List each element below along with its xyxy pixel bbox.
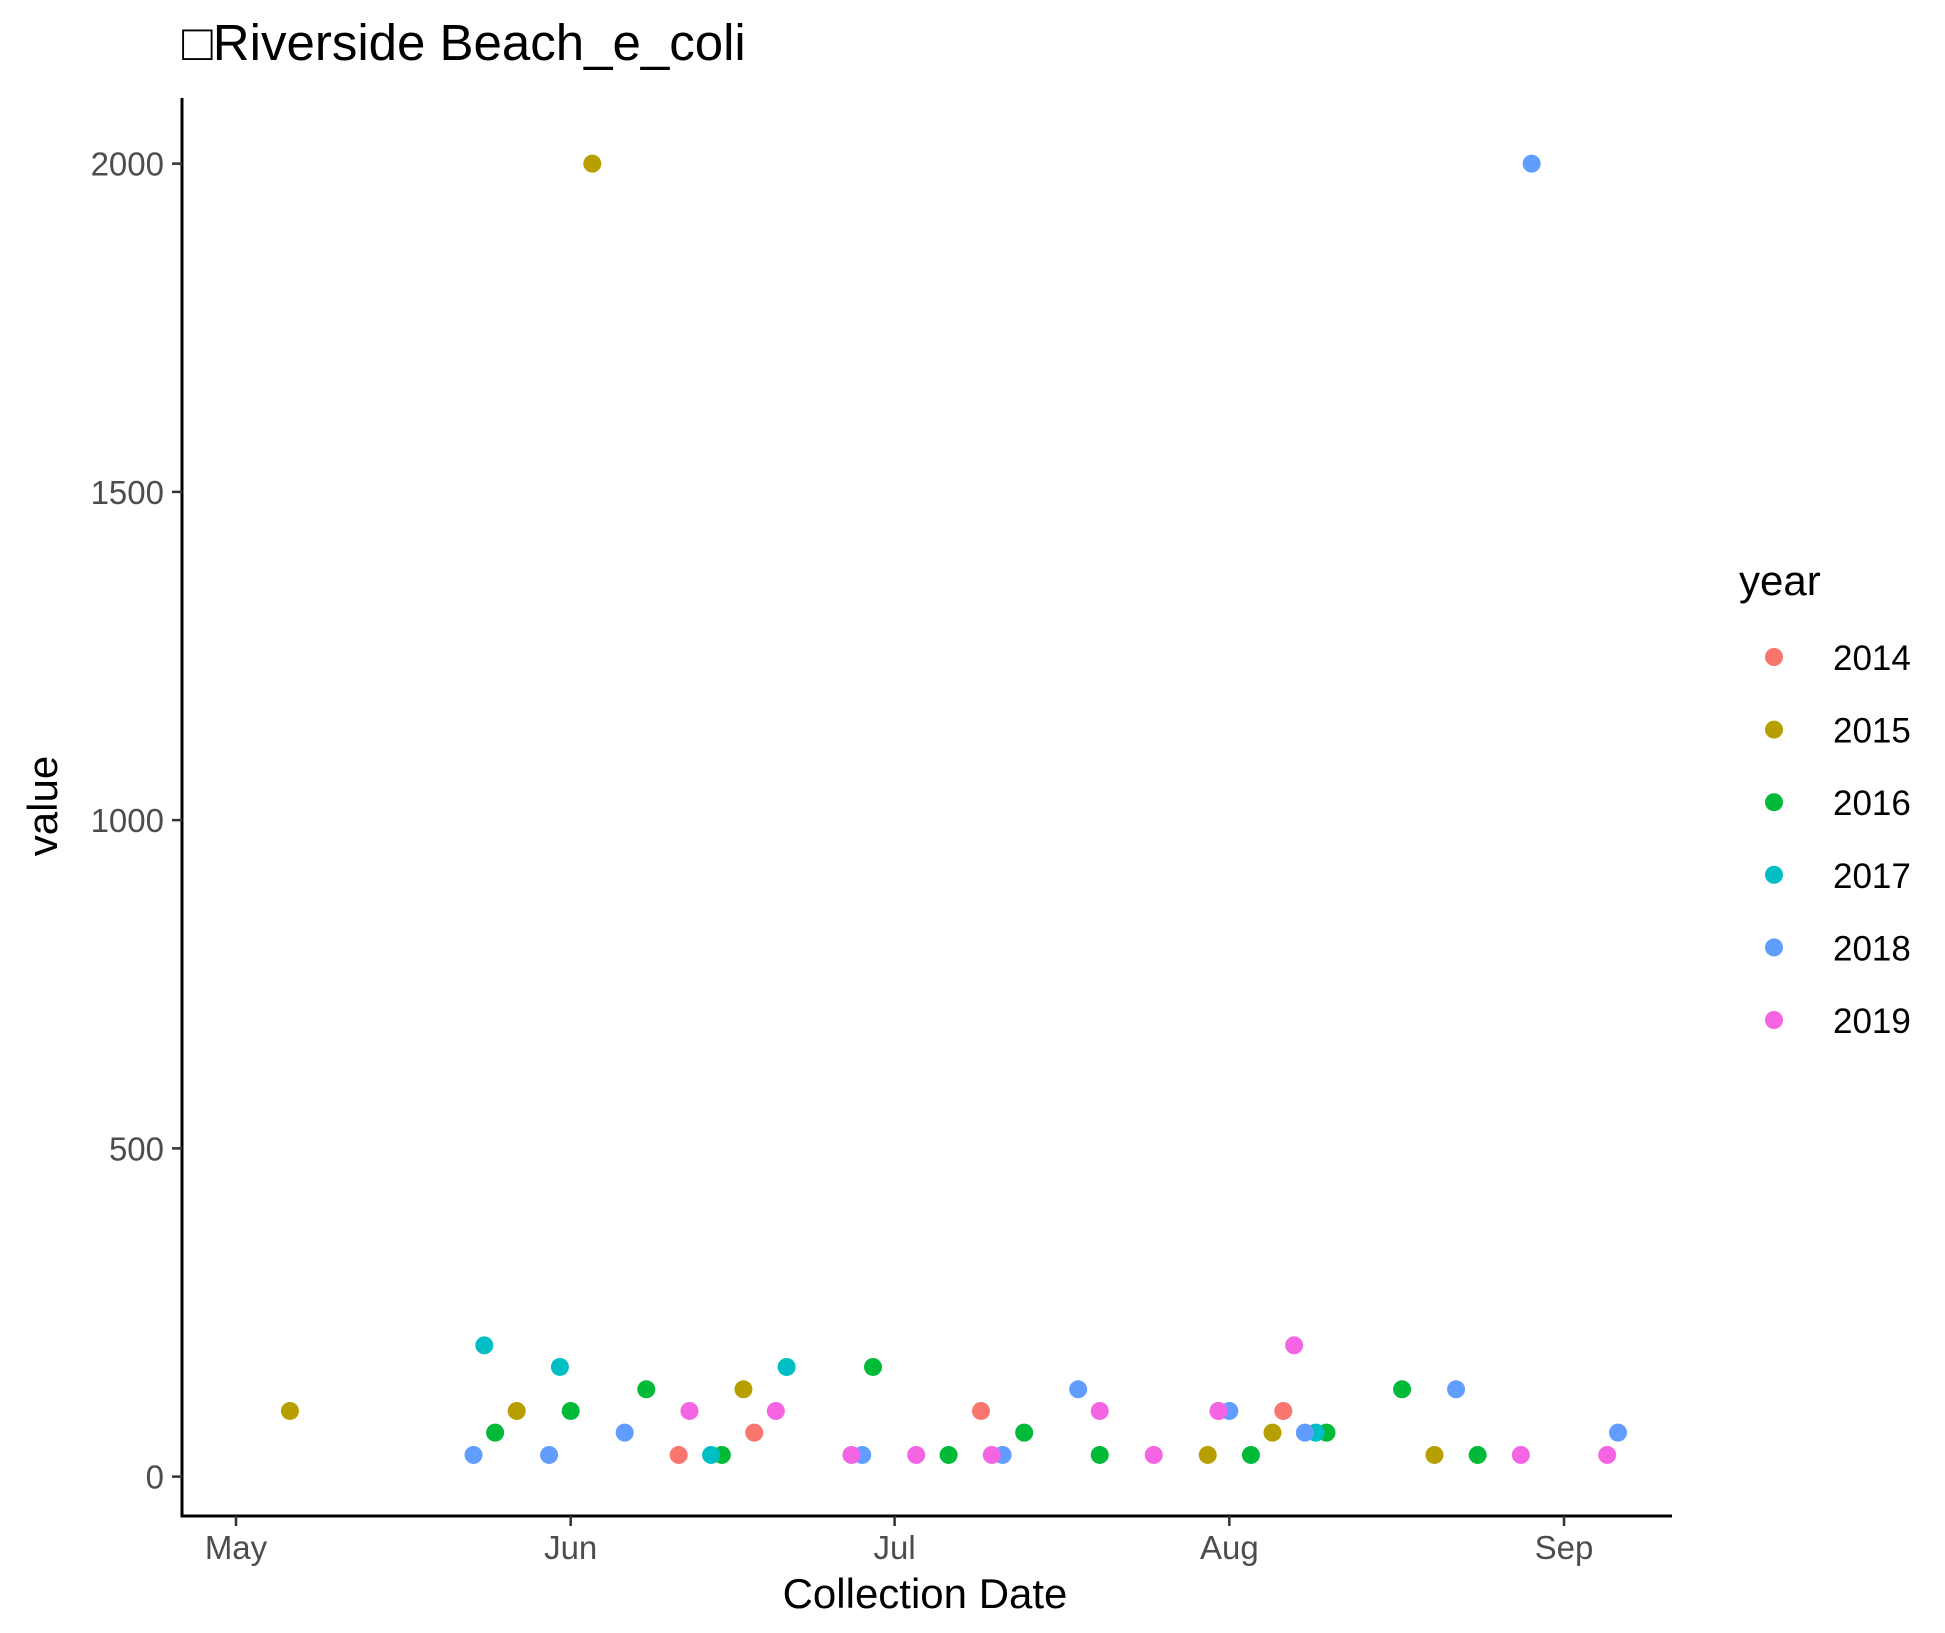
data-point [1285,1336,1304,1355]
legend-items: 2014 2015 2016 2017 2018 2019 [1765,639,1911,1041]
data-point [486,1423,505,1442]
legend-label: 2017 [1833,857,1911,896]
legend-label: 2019 [1833,1002,1911,1041]
data-point [734,1380,753,1399]
data-point [540,1445,559,1464]
x-axis-title: Collection Date [783,1570,1068,1617]
x-tick-label: May [205,1529,268,1566]
data-points [280,154,1628,1464]
data-point [1198,1445,1217,1464]
data-point [583,154,602,173]
data-point [702,1445,721,1464]
data-point [864,1357,883,1376]
y-tick-label: 2000 [91,146,164,183]
data-point [280,1401,299,1420]
legend: year 2014 2015 2016 2017 2018 2019 [1739,557,1911,1041]
y-tick-label: 500 [109,1130,164,1167]
data-point [1447,1380,1466,1399]
legend-title: year [1739,557,1821,604]
legend-label: 2015 [1833,712,1911,751]
chart-title: □Riverside Beach_e_coli [182,14,746,71]
data-point [1144,1445,1163,1464]
data-point [1090,1401,1109,1420]
data-point [669,1445,688,1464]
data-point [842,1445,861,1464]
y-tick-label: 1000 [91,802,164,839]
data-point [637,1380,656,1399]
data-point [971,1401,990,1420]
data-point [1090,1445,1109,1464]
x-tick-label: Sep [1535,1529,1594,1566]
data-point [777,1357,796,1376]
data-point [907,1445,926,1464]
data-point [1425,1445,1444,1464]
legend-label: 2018 [1833,929,1911,968]
data-point [939,1445,958,1464]
data-point [1393,1380,1412,1399]
data-point [1609,1423,1628,1442]
axes: 0 500 1000 1500 2000 May Jun Jul Aug Sep [91,98,1672,1566]
data-point [1241,1445,1260,1464]
legend-label: 2014 [1833,639,1911,678]
data-point [615,1423,634,1442]
data-point [1263,1423,1282,1442]
data-point [561,1401,580,1420]
y-axis-title: value [19,756,66,856]
legend-label: 2016 [1833,784,1911,823]
data-point [766,1401,785,1420]
data-point [982,1445,1001,1464]
data-point [507,1401,526,1420]
data-point [550,1357,569,1376]
data-point [1069,1380,1088,1399]
y-tick-label: 1500 [91,474,164,511]
data-point [1522,154,1541,173]
data-point [680,1401,699,1420]
data-point [1598,1445,1617,1464]
x-tick-label: Jul [874,1529,916,1566]
data-point [1274,1401,1293,1420]
legend-key [1765,793,1783,812]
y-tick-label: 0 [146,1459,164,1496]
legend-key [1765,938,1783,957]
x-tick-label: Jun [544,1529,597,1566]
data-point [1511,1445,1530,1464]
legend-key [1765,1011,1783,1029]
data-point [1295,1423,1314,1442]
x-tick-label: Aug [1200,1529,1259,1566]
legend-key [1765,648,1783,666]
data-point [1209,1401,1228,1420]
legend-key [1765,865,1783,884]
data-point [475,1336,494,1355]
data-point [745,1423,764,1442]
data-point [1468,1445,1487,1464]
data-point [464,1445,483,1464]
legend-key [1765,720,1783,739]
data-point [1015,1423,1034,1442]
